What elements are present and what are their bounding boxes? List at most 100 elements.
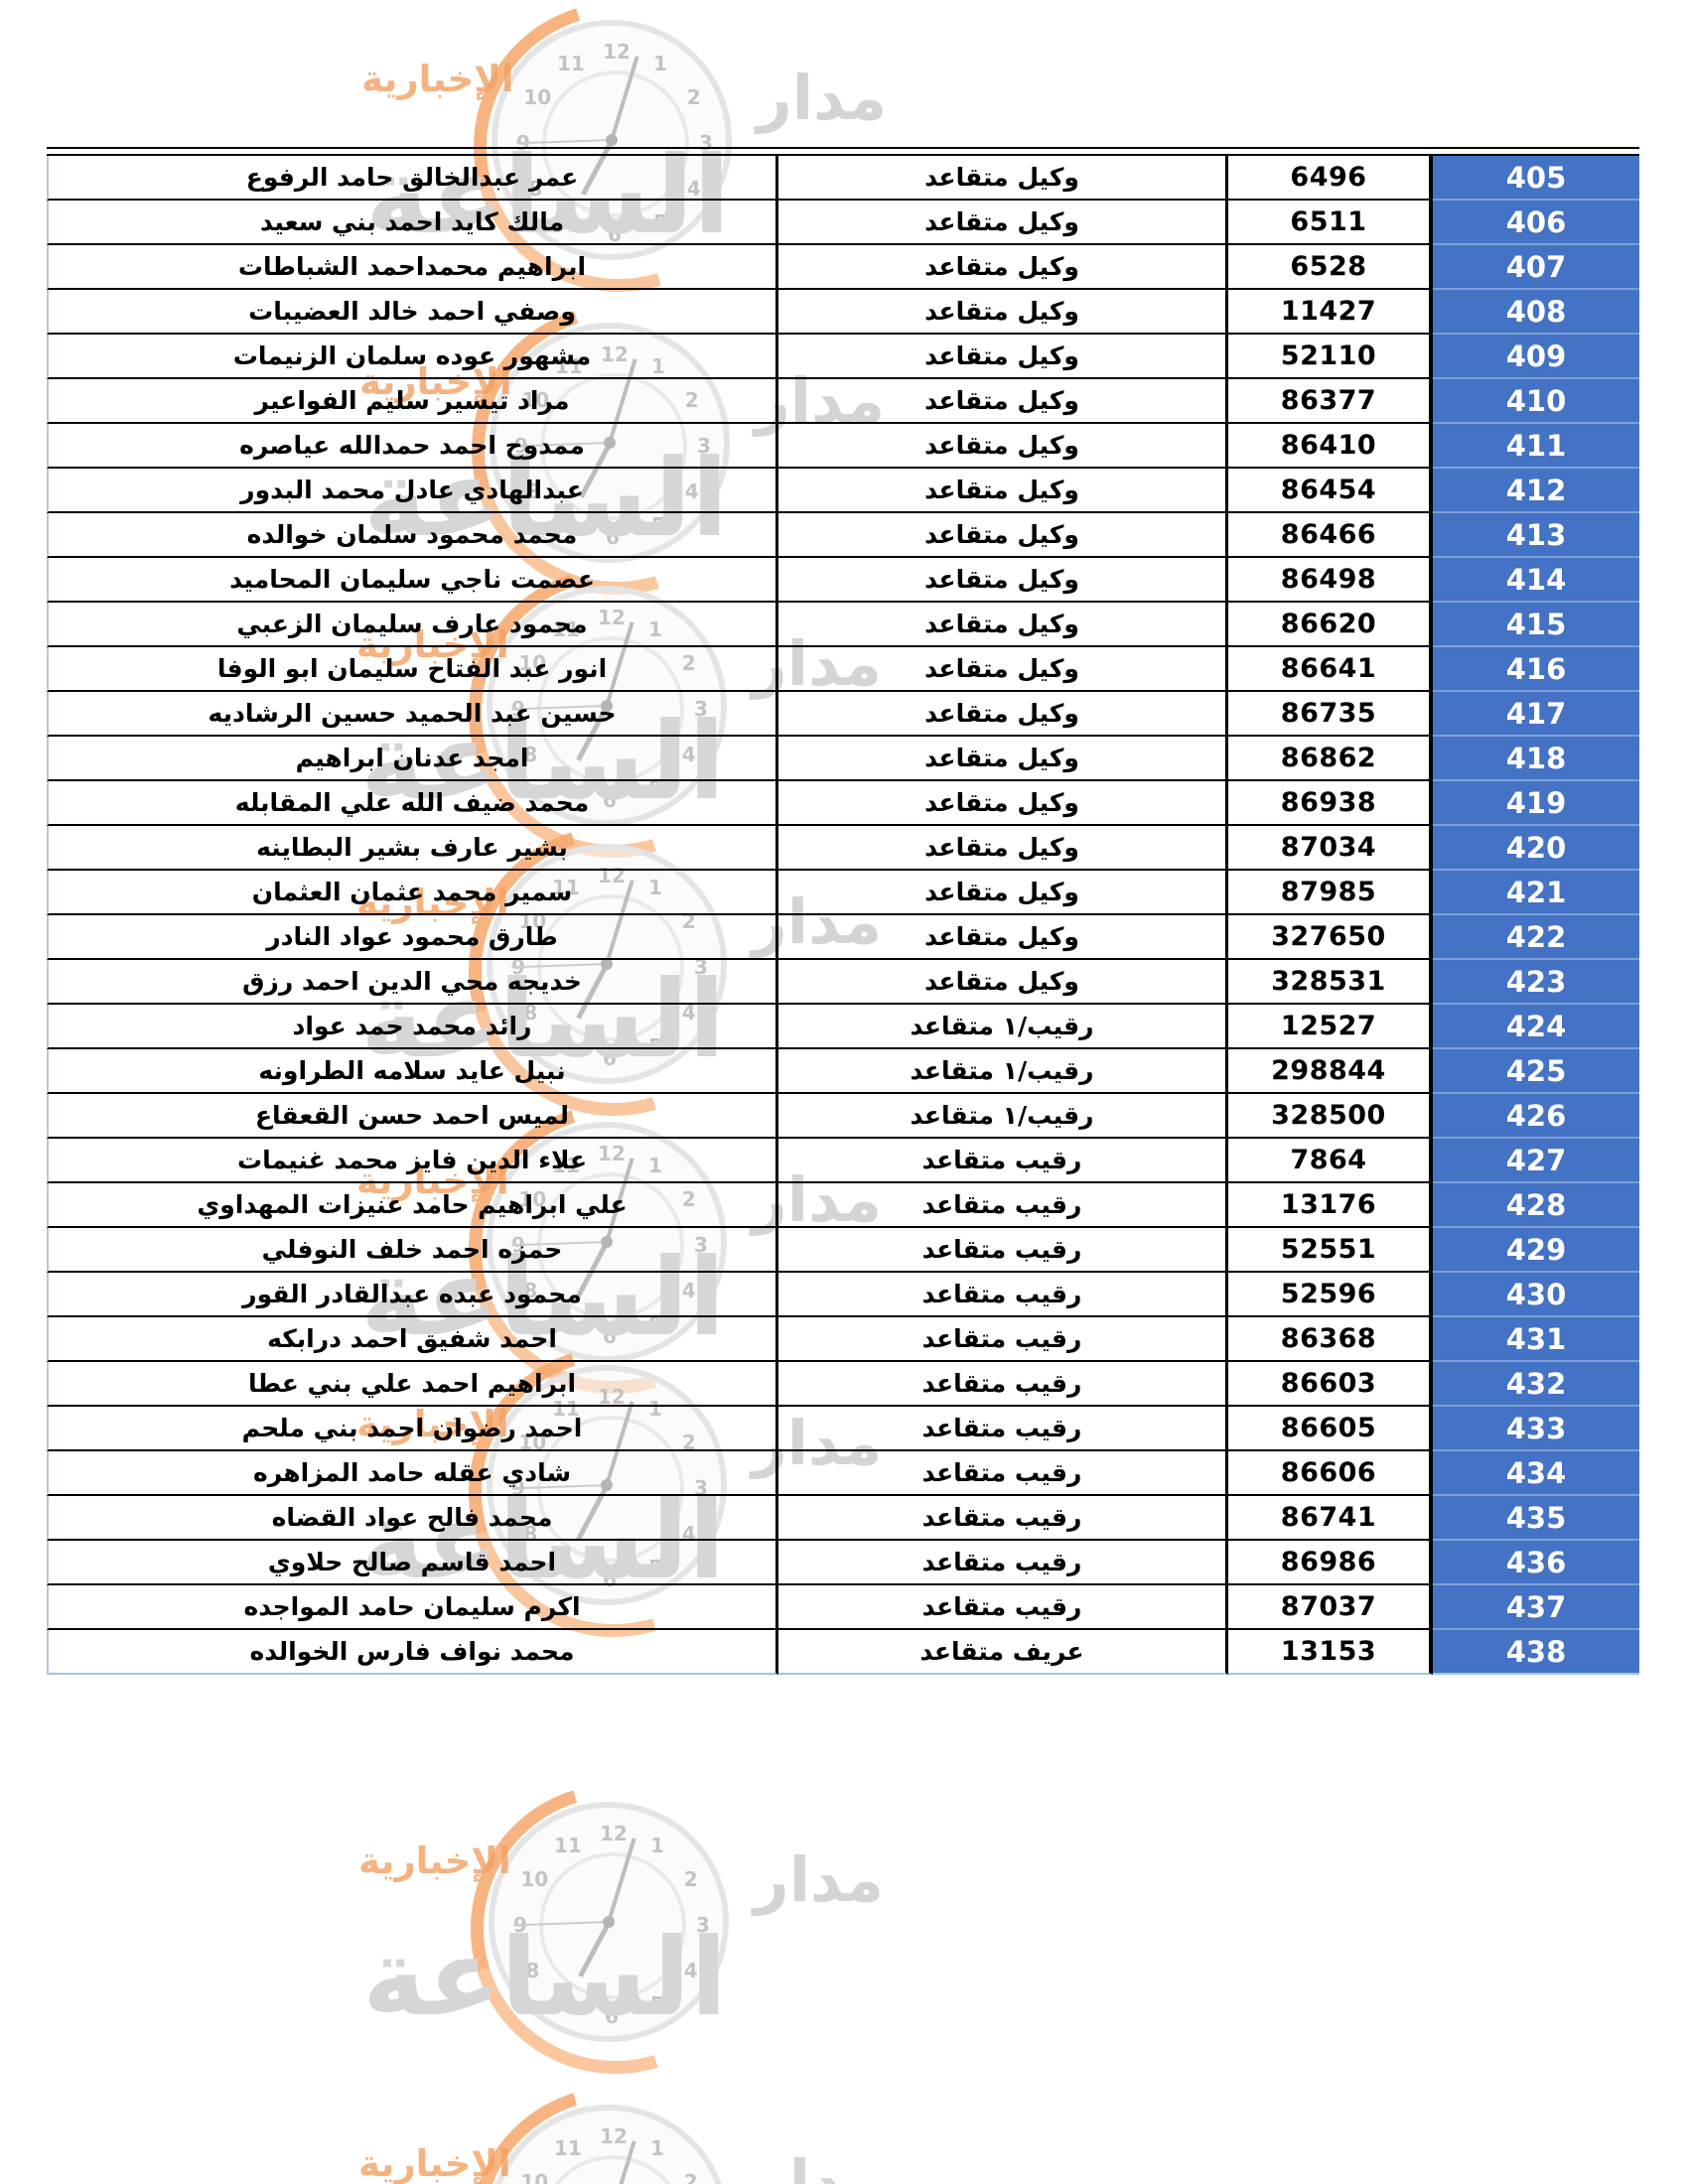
- rank-cell: وكيل متقاعد: [778, 603, 1228, 647]
- name-cell: لميس احمد حسن القعقاع: [47, 1094, 778, 1139]
- id-number-cell: 11427: [1228, 290, 1433, 335]
- serial-cell: 427: [1433, 1139, 1639, 1183]
- serial-cell: 426: [1433, 1094, 1639, 1139]
- rank-cell: وكيل متقاعد: [778, 156, 1228, 201]
- serial-cell: 406: [1433, 201, 1639, 245]
- watermark-word-ikhbaria: الإخبارية: [361, 58, 514, 100]
- id-number-cell: 86620: [1228, 603, 1433, 647]
- name-cell: محمود عارف سليمان الزعبي: [47, 603, 778, 647]
- rank-cell: رقيب متقاعد: [778, 1407, 1228, 1451]
- serial-cell: 414: [1433, 558, 1639, 603]
- id-number-cell: 86368: [1228, 1317, 1433, 1362]
- id-number-cell: 328500: [1228, 1094, 1433, 1139]
- serial-cell: 407: [1433, 245, 1639, 290]
- name-cell: محمد ضيف الله علي المقابله: [47, 781, 778, 826]
- rank-cell: وكيل متقاعد: [778, 960, 1228, 1005]
- name-cell: ابراهيم محمداحمد الشباطات: [47, 245, 778, 290]
- serial-cell: 409: [1433, 335, 1639, 379]
- id-number-cell: 6528: [1228, 245, 1433, 290]
- watermark-word-madar: مدار: [754, 2146, 885, 2184]
- id-number-cell: 328531: [1228, 960, 1433, 1005]
- watermark-word-ikhbaria: الإخبارية: [358, 1840, 511, 1882]
- name-cell: انور عبد الفتاح سليمان ابو الوفا: [47, 647, 778, 692]
- rank-cell: رقيب متقاعد: [778, 1585, 1228, 1630]
- serial-cell: 429: [1433, 1228, 1639, 1273]
- serial-cell: 422: [1433, 915, 1639, 960]
- name-cell: حسين عبد الحميد حسين الرشاديه: [47, 692, 778, 737]
- serial-cell: 437: [1433, 1585, 1639, 1630]
- name-cell: ممدوح احمد حمدالله عياصره: [47, 424, 778, 469]
- name-cell: علي ابراهيم حامد عنيزات المهداوي: [47, 1183, 778, 1228]
- watermark-orange-ring: [419, 1732, 812, 2125]
- name-cell: احمد شفيق احمد درابكه: [47, 1317, 778, 1362]
- serial-cell: 405: [1433, 156, 1639, 201]
- id-number-cell: 87037: [1228, 1585, 1433, 1630]
- name-cell: علاء الدين فايز محمد غنيمات: [47, 1139, 778, 1183]
- name-cell: مشهور عوده سلمان الزنيمات: [47, 335, 778, 379]
- serial-cell: 428: [1433, 1183, 1639, 1228]
- name-cell: عصمت ناجي سليمان المحاميد: [47, 558, 778, 603]
- table-top-rule: [47, 147, 1639, 149]
- id-number-cell: 298844: [1228, 1049, 1433, 1094]
- serial-cell: 408: [1433, 290, 1639, 335]
- rank-cell: وكيل متقاعد: [778, 647, 1228, 692]
- rank-cell: وكيل متقاعد: [778, 379, 1228, 424]
- name-cell: اكرم سليمان حامد المواجده: [47, 1585, 778, 1630]
- rank-cell: وكيل متقاعد: [778, 424, 1228, 469]
- serial-cell: 415: [1433, 603, 1639, 647]
- serial-cell: 434: [1433, 1451, 1639, 1496]
- name-cell: محمد فالح عواد القضاه: [47, 1496, 778, 1541]
- rank-cell: وكيل متقاعد: [778, 781, 1228, 826]
- serial-cell: 436: [1433, 1541, 1639, 1585]
- id-number-cell: 86454: [1228, 469, 1433, 513]
- name-cell: وصفي احمد خالد العضيبات: [47, 290, 778, 335]
- name-cell: ابراهيم احمد علي بني عطا: [47, 1362, 778, 1407]
- rank-cell: وكيل متقاعد: [778, 871, 1228, 915]
- watermark-orange-ring: [419, 2035, 812, 2184]
- id-number-cell: 86938: [1228, 781, 1433, 826]
- id-number-cell: 6511: [1228, 201, 1433, 245]
- name-cell: بشير عارف بشير البطاينه: [47, 826, 778, 871]
- name-cell: خديجه محي الدين احمد رزق: [47, 960, 778, 1005]
- rank-cell: رقيب متقاعد: [778, 1183, 1228, 1228]
- name-cell: امجد عدنان ابراهيم: [47, 737, 778, 781]
- id-number-cell: 86410: [1228, 424, 1433, 469]
- id-number-cell: 52596: [1228, 1273, 1433, 1317]
- id-number-cell: 86986: [1228, 1541, 1433, 1585]
- serial-cell: 413: [1433, 513, 1639, 558]
- rank-cell: وكيل متقاعد: [778, 245, 1228, 290]
- name-cell: سمير محمد عثمان العثمان: [47, 871, 778, 915]
- id-number-cell: 86466: [1228, 513, 1433, 558]
- serial-cell: 421: [1433, 871, 1639, 915]
- rank-cell: وكيل متقاعد: [778, 826, 1228, 871]
- serial-cell: 417: [1433, 692, 1639, 737]
- rank-cell: رقيب/١ متقاعد: [778, 1094, 1228, 1139]
- rank-cell: وكيل متقاعد: [778, 558, 1228, 603]
- name-cell: مراد تيسير سليم الفواعير: [47, 379, 778, 424]
- name-cell: حمزه احمد خلف النوفلي: [47, 1228, 778, 1273]
- rank-cell: رقيب متقاعد: [778, 1541, 1228, 1585]
- id-number-cell: 13176: [1228, 1183, 1433, 1228]
- rank-cell: وكيل متقاعد: [778, 335, 1228, 379]
- rank-cell: وكيل متقاعد: [778, 915, 1228, 960]
- name-cell: شادي عقله حامد المزاهره: [47, 1451, 778, 1496]
- serial-cell: 425: [1433, 1049, 1639, 1094]
- serial-cell: 423: [1433, 960, 1639, 1005]
- name-cell: طارق محمود عواد النادر: [47, 915, 778, 960]
- name-cell: نبيل عايد سلامه الطراونه: [47, 1049, 778, 1094]
- name-cell: رائد محمد حمد عواد: [47, 1005, 778, 1049]
- watermark-word-ikhbaria: الإخبارية: [358, 2142, 511, 2184]
- name-cell: عمر عبدالخالق حامد الرفوع: [47, 156, 778, 201]
- serial-cell: 418: [1433, 737, 1639, 781]
- name-cell: محمد محمود سلمان خوالده: [47, 513, 778, 558]
- serial-cell: 433: [1433, 1407, 1639, 1451]
- serial-cell: 410: [1433, 379, 1639, 424]
- id-number-cell: 86605: [1228, 1407, 1433, 1451]
- rank-cell: وكيل متقاعد: [778, 201, 1228, 245]
- name-cell: احمد رضوان احمد بني ملحم: [47, 1407, 778, 1451]
- table-body: عمر عبدالخالق حامد الرفوع وكيل متقاعد 6496…: [47, 154, 1639, 1675]
- rank-cell: رقيب متقاعد: [778, 1362, 1228, 1407]
